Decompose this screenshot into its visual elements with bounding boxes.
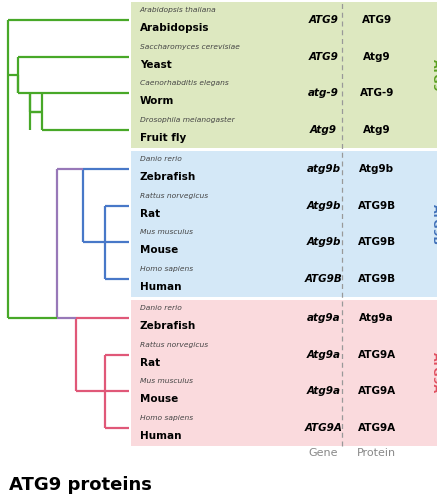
Text: Atg9: Atg9 [363, 125, 391, 135]
Text: Caenorhabditis elegans: Caenorhabditis elegans [140, 80, 229, 86]
Text: ATG9: ATG9 [362, 16, 392, 26]
Text: Protein: Protein [357, 448, 396, 458]
Text: ATG9A: ATG9A [357, 386, 396, 396]
Text: Rat: Rat [140, 209, 160, 219]
Text: atg9a: atg9a [307, 313, 340, 324]
Bar [131, 2, 437, 148]
Text: Homo sapiens: Homo sapiens [140, 266, 193, 272]
Text: Rat: Rat [140, 358, 160, 368]
Text: Atg9b: Atg9b [306, 200, 340, 211]
Text: Yeast: Yeast [140, 60, 172, 70]
Text: Fruit fly: Fruit fly [140, 133, 186, 143]
Text: Mouse: Mouse [140, 394, 178, 404]
Text: ATG9: ATG9 [309, 16, 338, 26]
Text: ATG9: ATG9 [431, 59, 437, 92]
Text: Danio rerio: Danio rerio [140, 305, 182, 311]
Text: Atg9: Atg9 [310, 125, 337, 135]
Text: Homo sapiens: Homo sapiens [140, 415, 193, 421]
Text: Human: Human [140, 282, 181, 292]
Text: Arabidopsis: Arabidopsis [140, 24, 209, 34]
Text: Mouse: Mouse [140, 245, 178, 255]
Text: Zebrafish: Zebrafish [140, 172, 196, 182]
Text: ATG9A: ATG9A [357, 350, 396, 360]
Text: ATG9B: ATG9B [431, 204, 437, 244]
Bar [131, 300, 437, 446]
Text: Atg9b: Atg9b [306, 237, 340, 247]
Text: Rattus norvegicus: Rattus norvegicus [140, 192, 208, 199]
Text: ATG9: ATG9 [309, 52, 338, 62]
Text: Gene: Gene [309, 448, 338, 458]
Text: ATG-9: ATG-9 [360, 88, 394, 99]
Text: ATG9B: ATG9B [357, 237, 396, 247]
Text: Drosophila melanogaster: Drosophila melanogaster [140, 116, 235, 123]
Text: Rattus norvegicus: Rattus norvegicus [140, 342, 208, 348]
Text: ATG9B: ATG9B [357, 200, 396, 211]
Bar [131, 151, 437, 297]
Text: ATG9A: ATG9A [357, 423, 396, 432]
Text: Worm: Worm [140, 96, 174, 106]
Text: Atg9a: Atg9a [306, 350, 340, 360]
Text: ATG9A: ATG9A [431, 352, 437, 394]
Text: Mus musculus: Mus musculus [140, 378, 193, 384]
Text: ATG9 proteins: ATG9 proteins [9, 476, 152, 494]
Text: Atg9a: Atg9a [306, 386, 340, 396]
Text: ATG9A: ATG9A [305, 423, 342, 432]
Text: atg-9: atg-9 [308, 88, 339, 99]
Text: Human: Human [140, 430, 181, 441]
Text: Zebrafish: Zebrafish [140, 322, 196, 331]
Text: Atg9: Atg9 [363, 52, 391, 62]
Text: Atg9b: Atg9b [359, 164, 394, 174]
Text: ATG9B: ATG9B [305, 274, 342, 284]
Text: atg9b: atg9b [306, 164, 340, 174]
Text: Danio rerio: Danio rerio [140, 156, 182, 162]
Text: Atg9a: Atg9a [359, 313, 394, 324]
Text: Arabidopsis thaliana: Arabidopsis thaliana [140, 7, 217, 14]
Text: Mus musculus: Mus musculus [140, 229, 193, 235]
Text: Saccharomyces cerevisiae: Saccharomyces cerevisiae [140, 44, 240, 50]
Text: ATG9B: ATG9B [357, 274, 396, 284]
